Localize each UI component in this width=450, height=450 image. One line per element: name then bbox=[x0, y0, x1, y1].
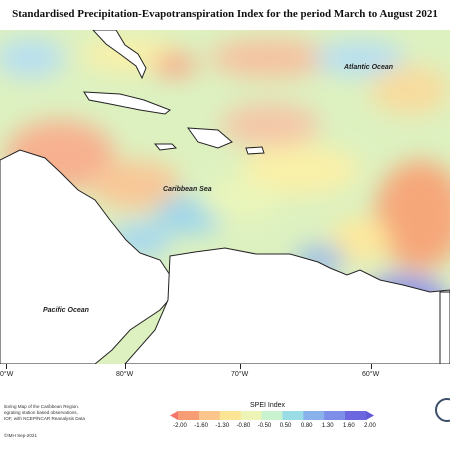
copyright: ©IMH Sep-2021 bbox=[4, 433, 38, 438]
longitude-0w: 0°W bbox=[0, 371, 14, 378]
atlantic-ocean-label: Atlantic Ocean bbox=[344, 64, 394, 71]
footnote-line-2: egrating station based observations, bbox=[4, 410, 78, 415]
legend-swatch-1 bbox=[178, 411, 200, 420]
spei-map bbox=[0, 30, 450, 364]
legend-swatch-3 bbox=[219, 411, 242, 420]
legend-tick-4: -0.50 bbox=[257, 423, 272, 429]
legend-tick-1: -1.60 bbox=[194, 423, 208, 429]
imh-logo-icon bbox=[435, 398, 450, 422]
page-title: Standardised Precipitation-Evapotranspir… bbox=[12, 8, 438, 20]
caribbean-sea-label: Caribbean Sea bbox=[163, 186, 212, 193]
legend-swatch-7 bbox=[303, 411, 325, 420]
longitude-60w: 60°W bbox=[362, 371, 380, 378]
legend-colorbar bbox=[170, 411, 374, 420]
legend-swatch-9 bbox=[345, 411, 367, 420]
legend-tick-5: 0.50 bbox=[279, 423, 292, 429]
tick-mark-60w bbox=[371, 364, 372, 369]
tick-mark-80w bbox=[125, 364, 126, 369]
legend-swatch-5 bbox=[261, 411, 283, 420]
longitude-80w: 80°W bbox=[116, 371, 134, 378]
footnote-line-3: IOF, with NCEP/NCAR Reanalysis Data bbox=[4, 416, 85, 421]
legend-swatch-10 bbox=[366, 411, 374, 420]
legend-swatch-2 bbox=[198, 411, 221, 420]
legend-swatch-0 bbox=[170, 411, 178, 420]
legend-swatch-4 bbox=[240, 411, 262, 420]
longitude-70w: 70°W bbox=[231, 371, 249, 378]
legend-tick-9: 2.00 bbox=[364, 423, 376, 429]
legend-tick-0: -2.00 bbox=[173, 423, 187, 429]
legend-swatch-6 bbox=[282, 411, 304, 420]
spei-map-graphic bbox=[0, 30, 450, 364]
pacific-ocean-label: Pacific Ocean bbox=[43, 307, 89, 314]
tick-mark-70w bbox=[240, 364, 241, 369]
footnote-line-1: itoring Map of the Caribbean Region. bbox=[4, 404, 80, 409]
legend-tick-2: -1.30 bbox=[215, 423, 230, 429]
legend-tick-6: 0.80 bbox=[300, 423, 313, 429]
legend-title: SPEI Index bbox=[250, 402, 286, 409]
tick-mark-0 bbox=[6, 364, 7, 369]
legend-tick-7: 1.30 bbox=[321, 423, 334, 429]
legend-swatch-8 bbox=[324, 411, 346, 420]
legend-tick-8: 1.60 bbox=[343, 423, 355, 429]
legend-tick-3: -0.80 bbox=[236, 423, 251, 429]
